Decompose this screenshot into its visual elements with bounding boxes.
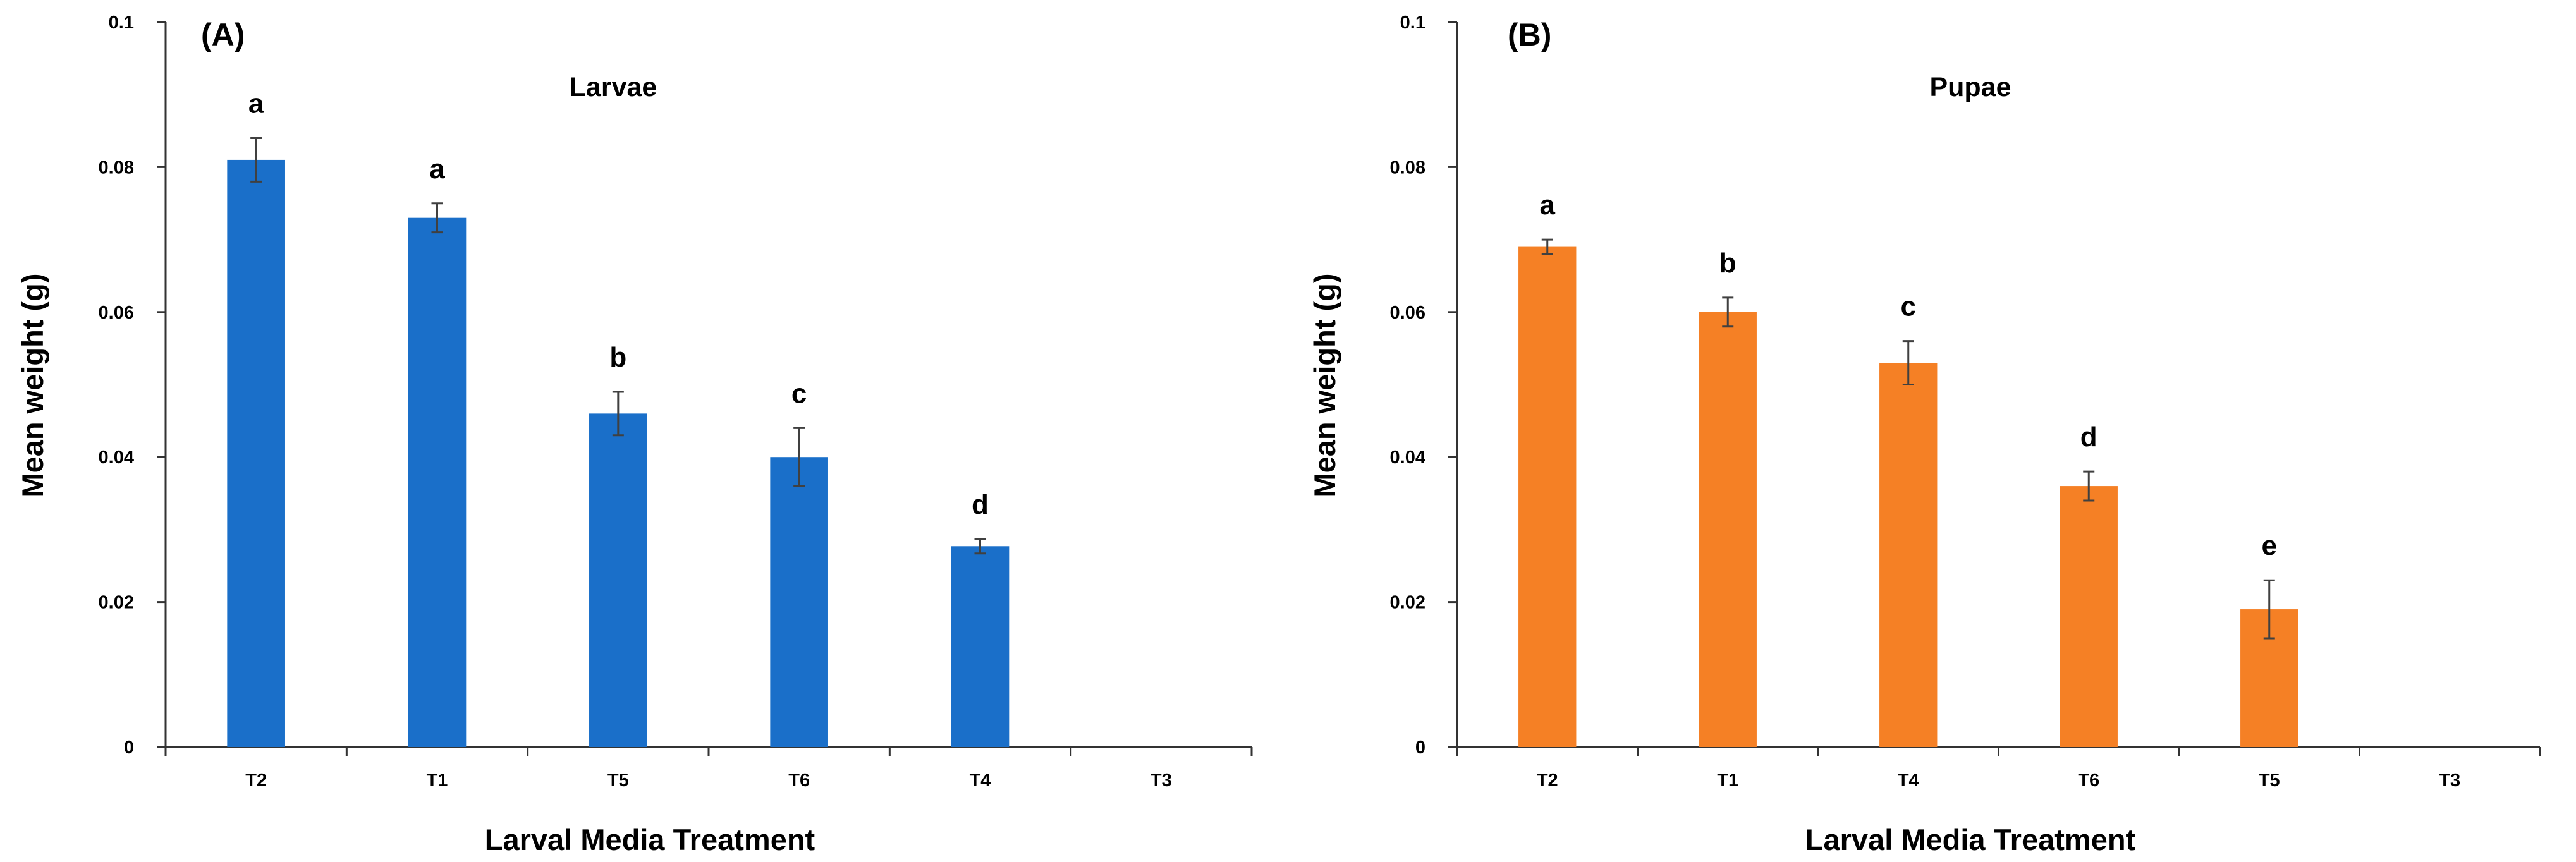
x-tick-label: T5 [607,770,629,791]
bar-t4 [951,546,1010,747]
bar-t6 [770,457,828,747]
y-tick-label: 0.02 [1390,593,1425,613]
chart-title: Larvae [570,72,657,102]
x-axis-title: Larval Media Treatment [485,823,815,856]
chart-panel-a: 0 0.02 0.04 0.06 0.08 0.1 T2 a T1 a T5 b T6 c T4 d T3 (A)… [16,13,1253,856]
y-axis-title: Mean weight (g) [16,273,49,497]
y-tick-label: 0.06 [1390,303,1425,323]
y-tick-label: 0 [1415,738,1425,758]
significance-letter: a [429,154,445,185]
x-tick-label: T2 [1537,770,1558,791]
significance-letter: c [791,378,807,409]
y-tick-label: 0 [124,738,134,758]
bar-t1 [408,217,467,747]
bar-t5 [589,413,647,747]
y-axis-title: Mean weight (g) [1308,273,1341,497]
x-tick-label: T1 [1717,770,1738,791]
y-tick-label: 0.02 [99,593,134,613]
y-tick-label: 0.08 [1390,157,1425,178]
y-tick-label: 0.04 [99,447,134,468]
x-tick-label: T4 [970,770,991,791]
panel-label: (B) [1508,17,1551,52]
significance-letter: d [2080,422,2097,452]
x-tick-label: T5 [2259,770,2280,791]
panel-label: (A) [201,17,245,52]
x-tick-label: T6 [2078,770,2099,791]
bar-t1 [1699,312,1757,747]
bar-t2 [227,159,285,747]
bar-t2 [1518,246,1577,747]
x-tick-label: T1 [427,770,448,791]
y-tick-label: 0.1 [109,13,134,33]
y-tick-label: 0.04 [1390,447,1425,468]
x-tick-label: T3 [1151,770,1172,791]
significance-letter: a [248,88,264,119]
chart-panel-b: 0 0.02 0.04 0.06 0.08 0.1 T2 a T1 b T4 c T6 d T5 e T3 (B)… [1308,13,2541,856]
bar-t6 [2060,486,2118,747]
significance-letter: c [1901,291,1916,322]
x-tick-label: T3 [2439,770,2460,791]
x-axis-title: Larval Media Treatment [1805,823,2136,856]
chart-title: Pupae [1929,72,2011,102]
x-tick-label: T4 [1898,770,1919,791]
x-tick-label: T2 [245,770,267,791]
significance-letter: b [609,342,626,373]
x-tick-label: T6 [788,770,810,791]
significance-letter: d [972,489,989,520]
bar-t4 [1879,363,1938,747]
y-tick-label: 0.1 [1400,13,1425,33]
significance-letter: a [1540,190,1556,221]
significance-letter: b [1719,248,1737,279]
y-tick-label: 0.06 [99,303,134,323]
y-tick-label: 0.08 [99,157,134,178]
significance-letter: e [2262,530,2277,561]
